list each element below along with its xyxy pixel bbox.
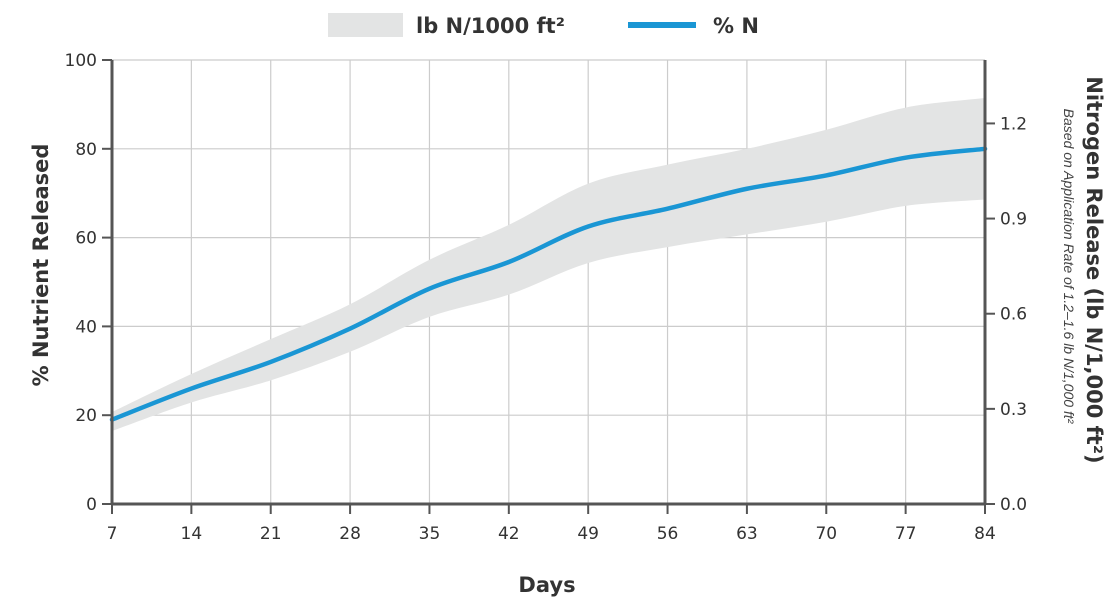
band-area (112, 98, 985, 432)
x-tick-label: 35 (419, 524, 441, 544)
x-tick-label: 77 (895, 524, 917, 544)
x-tick-label: 7 (107, 524, 118, 544)
y2-axis-title: Nitrogen Release (lb N/1,000 ft²) (1082, 76, 1106, 463)
y2-tick-label: 0.9 (1000, 210, 1027, 230)
tick-labels: 0 20 40 60 80 100 0.0 0.3 0.6 0.9 1.2 7 14 21 28 35 42 49… (65, 51, 1028, 544)
y2-axis-note: Based on Application Rate of 1.2–1.6 lb … (1061, 109, 1077, 425)
y2-tick-label: 0.6 (1000, 305, 1027, 325)
x-tick-label: 21 (260, 524, 282, 544)
line-layer (109, 146, 988, 422)
x-tick-label: 56 (657, 524, 679, 544)
x-tick-label: 49 (577, 524, 599, 544)
y-axis-title: % Nutrient Released (29, 144, 53, 387)
series-line-percent-n (109, 146, 988, 422)
legend-line-label: % N (713, 14, 759, 38)
x-tick-label: 84 (974, 524, 996, 544)
y2-tick-label: 0.0 (1000, 495, 1027, 515)
x-tick-label: 63 (736, 524, 758, 544)
y2-tick-label: 1.2 (1000, 114, 1027, 134)
y-tick-label: 100 (65, 51, 97, 71)
x-tick-label: 70 (815, 524, 837, 544)
y-tick-label: 80 (75, 140, 97, 160)
x-axis-title: Days (518, 573, 575, 597)
axes (102, 59, 995, 514)
x-tick-label: 14 (181, 524, 203, 544)
legend: lb N/1000 ft² % N (328, 13, 759, 38)
legend-band-label: lb N/1000 ft² (416, 14, 565, 38)
y-tick-label: 40 (75, 317, 97, 337)
band-layer (112, 98, 985, 432)
x-tick-label: 28 (339, 524, 361, 544)
y-tick-label: 0 (86, 495, 97, 515)
y2-tick-label: 0.3 (1000, 400, 1027, 420)
y-tick-label: 20 (75, 406, 97, 426)
x-tick-label: 42 (498, 524, 520, 544)
y-tick-label: 60 (75, 229, 97, 249)
legend-band-swatch (328, 13, 403, 37)
